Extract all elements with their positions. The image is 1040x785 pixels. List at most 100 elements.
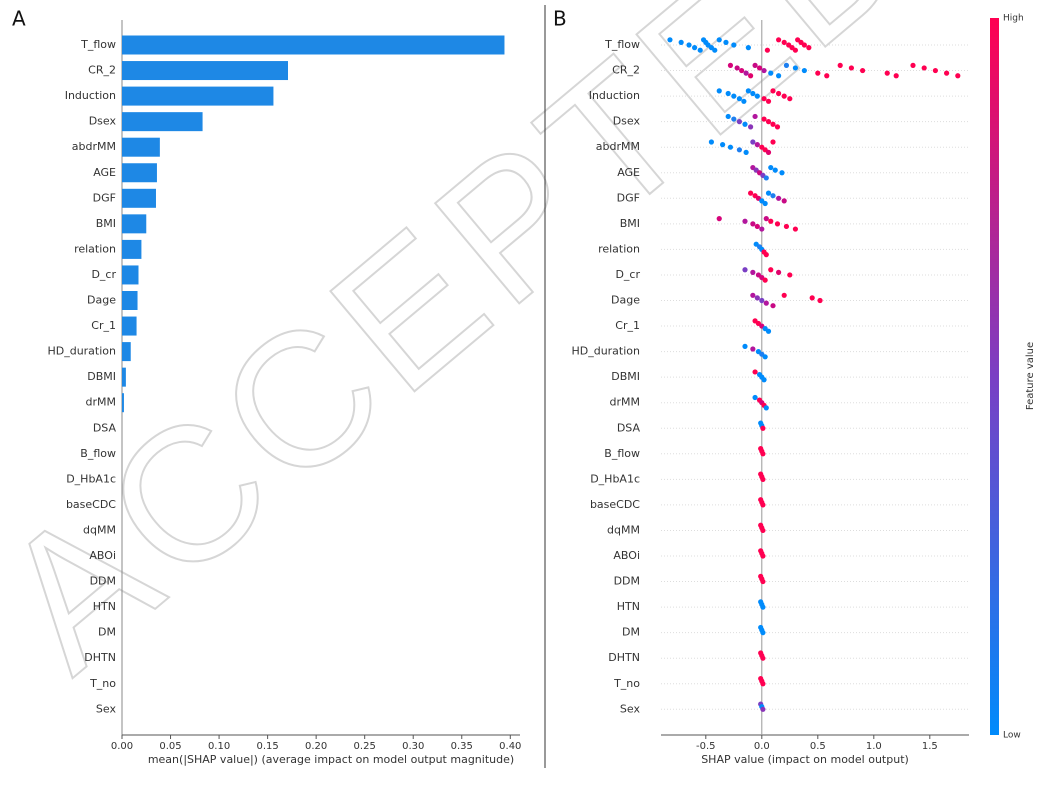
shap-point — [770, 121, 776, 127]
shap-point — [742, 267, 748, 273]
shap-point — [787, 272, 793, 278]
shap-point — [692, 45, 698, 51]
shap-point — [837, 62, 843, 68]
y-tick-label: drMM — [86, 396, 117, 409]
shap-point — [770, 193, 776, 199]
panel-label: B — [553, 7, 567, 31]
shap-point — [768, 164, 774, 171]
shap-point — [731, 116, 737, 122]
shap-point — [723, 39, 729, 46]
shap-point — [783, 62, 790, 68]
shap-point — [716, 37, 722, 43]
x-tick-label: 0.00 — [111, 741, 133, 752]
bar — [122, 61, 288, 81]
shap-point — [725, 90, 731, 97]
shap-point — [760, 655, 766, 661]
shap-point — [761, 67, 767, 74]
shap-point — [932, 67, 939, 74]
bar — [122, 367, 126, 387]
y-tick-label: DM — [622, 626, 640, 639]
x-tick-label: 0.15 — [256, 741, 278, 752]
shap-point — [772, 167, 778, 173]
shap-point — [708, 139, 715, 145]
y-tick-label: DDM — [614, 575, 640, 588]
bar — [122, 214, 147, 234]
y-tick-label: dqMM — [607, 523, 640, 536]
shap-point — [763, 252, 769, 258]
shap-point — [765, 98, 772, 104]
shap-point — [765, 328, 772, 334]
y-tick-label: DM — [98, 626, 116, 639]
y-tick-label: drMM — [610, 396, 641, 409]
y-tick-label: DSA — [93, 421, 117, 434]
y-tick-label: DGF — [617, 191, 640, 204]
shap-point — [792, 65, 799, 71]
y-tick-label: BMI — [96, 217, 116, 230]
y-tick-label: DHTN — [84, 651, 116, 664]
y-tick-label: T_no — [89, 677, 116, 690]
shap-point — [768, 267, 774, 273]
shap-point — [743, 70, 749, 76]
shap-point — [763, 175, 769, 181]
colorbar-label: Feature value — [1025, 342, 1036, 410]
y-tick-label: Induction — [65, 89, 116, 102]
y-tick-label: dqMM — [83, 523, 116, 536]
y-tick-label: baseCDC — [66, 498, 116, 511]
shap-point — [763, 216, 769, 222]
shap-point — [776, 37, 782, 43]
x-tick-label: 0.30 — [402, 741, 424, 752]
y-tick-label: AGE — [617, 166, 640, 179]
shap-point — [667, 37, 673, 43]
shap-point — [762, 200, 768, 207]
shap-point — [776, 195, 782, 201]
shap-point — [765, 119, 772, 125]
shap-point — [770, 303, 776, 309]
shap-point — [760, 578, 766, 585]
shap-point — [754, 93, 760, 99]
shap-point — [787, 96, 793, 102]
shap-point — [743, 149, 749, 155]
shap-point — [783, 223, 790, 230]
y-tick-label: DHTN — [608, 651, 640, 664]
shap-point — [770, 139, 776, 145]
shap-point — [764, 47, 771, 53]
shap-point — [748, 73, 754, 79]
shap-point — [750, 221, 756, 227]
shap-point — [768, 218, 774, 224]
shap-point — [762, 277, 768, 283]
colorbar-low: Low — [1003, 731, 1021, 741]
shap-point — [742, 121, 748, 127]
shap-point — [686, 42, 692, 48]
y-tick-label: T_flow — [80, 38, 116, 51]
shap-point — [736, 119, 743, 125]
y-tick-label: DSA — [617, 421, 641, 434]
shap-point — [781, 93, 787, 99]
bar — [122, 239, 142, 259]
shap-point — [750, 346, 756, 352]
y-tick-label: DBMI — [87, 370, 116, 383]
x-axis-label: SHAP value (impact on model output) — [701, 753, 909, 766]
y-tick-label: baseCDC — [590, 498, 640, 511]
shap-point — [745, 45, 751, 51]
x-tick-label: 1.0 — [866, 741, 882, 752]
shap-point — [801, 67, 807, 74]
bar — [122, 393, 124, 413]
shap-point — [776, 269, 782, 275]
shap-point — [774, 221, 781, 227]
shap-point — [761, 116, 767, 122]
shap-point — [776, 73, 782, 79]
bar — [122, 316, 137, 336]
shap-point — [741, 98, 747, 104]
shap-point — [754, 295, 760, 301]
bar — [122, 163, 157, 183]
colorbar-high: High — [1003, 14, 1024, 24]
shap-point — [760, 604, 766, 610]
y-tick-label: Dsex — [613, 115, 641, 128]
y-tick-label: AGE — [93, 166, 116, 179]
shap-point — [760, 425, 766, 431]
y-tick-label: relation — [74, 242, 116, 255]
y-tick-label: D_HbA1c — [66, 472, 116, 485]
shap-point — [792, 226, 799, 232]
shap-point — [754, 223, 760, 230]
